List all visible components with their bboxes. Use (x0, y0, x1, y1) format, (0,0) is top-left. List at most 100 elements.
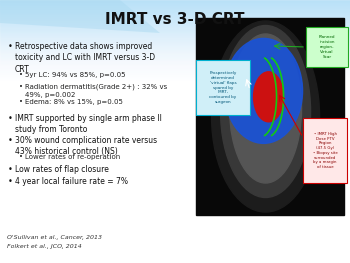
Bar (0, 32, 350, 33)
Bar (0, 21, 350, 22)
Bar (0, 25, 350, 26)
Bar (0, 0, 350, 1)
Bar (0, 62, 350, 63)
Bar (0, 71, 350, 72)
Bar (0, 1, 350, 2)
Bar (0, 6, 350, 7)
Text: Prospectively
determined
'virtual' flaps
spared by
IMRT,
contoured by
surgeon: Prospectively determined 'virtual' flaps… (209, 71, 237, 104)
Ellipse shape (225, 38, 302, 143)
Text: Retrospective data shows improved
toxicity and LC with IMRT versus 3-D
CRT: Retrospective data shows improved toxici… (15, 42, 155, 74)
FancyBboxPatch shape (303, 118, 347, 183)
Text: •: • (8, 177, 13, 186)
Text: •: • (8, 42, 13, 51)
Bar (0, 66, 350, 67)
Bar (0, 22, 350, 23)
Bar (0, 18, 350, 19)
Bar (0, 36, 350, 37)
Bar (0, 33, 350, 34)
Bar (0, 46, 350, 47)
Ellipse shape (253, 72, 284, 122)
Bar (0, 51, 350, 52)
Bar (0, 27, 350, 28)
Bar (0, 73, 350, 74)
Bar (0, 44, 350, 45)
Text: Low rates of flap closure: Low rates of flap closure (15, 165, 109, 174)
Bar (0, 15, 350, 16)
Bar (0, 60, 350, 61)
Bar (0, 47, 350, 48)
Ellipse shape (220, 26, 310, 198)
Text: 30% wound complication rate versus
43% historical control (NS): 30% wound complication rate versus 43% h… (15, 136, 157, 156)
Bar (0, 23, 350, 24)
Bar (0, 4, 350, 5)
Ellipse shape (211, 21, 320, 212)
Bar (0, 61, 350, 62)
Bar (0, 35, 350, 36)
Bar (0, 79, 350, 80)
Bar (0, 24, 350, 25)
Bar (0, 70, 350, 71)
Bar (0, 38, 350, 39)
Bar (0, 52, 350, 53)
Bar (0, 20, 350, 21)
Bar (0, 55, 350, 56)
Bar (0, 29, 350, 30)
Bar (0, 30, 350, 31)
Bar (0, 49, 350, 50)
Bar (0, 40, 350, 41)
Bar (0, 64, 350, 65)
Text: Lower rates of re-operation: Lower rates of re-operation (25, 154, 120, 160)
Text: IMRT vs 3-D CRT: IMRT vs 3-D CRT (105, 12, 245, 27)
Bar (0, 28, 350, 29)
Bar (0, 54, 350, 55)
Text: •: • (19, 154, 23, 160)
Text: •: • (19, 84, 23, 90)
Bar (0, 76, 350, 77)
Bar (0, 50, 350, 51)
Bar (0, 13, 350, 14)
PathPatch shape (0, 0, 160, 33)
Text: IMRT supported by single arm phase II
study from Toronto: IMRT supported by single arm phase II st… (15, 114, 162, 134)
Bar (0, 69, 350, 70)
Bar (0, 34, 350, 35)
Text: O'Sullivan et al., Cancer, 2013: O'Sullivan et al., Cancer, 2013 (7, 235, 102, 240)
Text: Edema: 8% vs 15%, p=0.05: Edema: 8% vs 15%, p=0.05 (25, 99, 123, 105)
Bar (0, 8, 350, 9)
Bar (0, 7, 350, 8)
Text: •: • (8, 136, 13, 145)
Bar (0, 42, 350, 43)
Bar (0, 43, 350, 44)
Text: 4 year local failure rate = 7%: 4 year local failure rate = 7% (15, 177, 128, 186)
Text: •: • (8, 114, 13, 123)
Bar (0, 68, 350, 69)
Bar (0, 57, 350, 58)
Text: Planned
incision
region-
Virtual
Scar: Planned incision region- Virtual Scar (319, 36, 335, 58)
Bar (0, 11, 350, 12)
Bar (0, 78, 350, 79)
Bar (0, 16, 350, 17)
Text: • IMRT High
Dose PTV
Region
(47.5 Gy)
• Biopsy site
surrounded
by a margin
of ti: • IMRT High Dose PTV Region (47.5 Gy) • … (313, 132, 337, 169)
Text: 5yr LC: 94% vs 85%, p=0.05: 5yr LC: 94% vs 85%, p=0.05 (25, 72, 126, 78)
Bar (0, 10, 350, 11)
FancyBboxPatch shape (196, 60, 250, 115)
Text: Folkert et al., JCO, 2014: Folkert et al., JCO, 2014 (7, 244, 82, 249)
Bar (0, 53, 350, 54)
Ellipse shape (230, 34, 302, 183)
Bar (0, 41, 350, 42)
Bar (0, 37, 350, 38)
Bar (0, 39, 350, 40)
Bar (0, 75, 350, 76)
Bar (196, 18, 344, 215)
Bar (0, 31, 350, 32)
Bar (0, 65, 350, 66)
Bar (0, 17, 350, 18)
Bar (0, 63, 350, 64)
Bar (0, 14, 350, 15)
Bar (0, 77, 350, 78)
Bar (0, 26, 350, 27)
Text: Radiation dermatitis(Grade 2+) : 32% vs
49%, p=0.002: Radiation dermatitis(Grade 2+) : 32% vs … (25, 84, 167, 98)
Bar (0, 12, 350, 13)
Bar (0, 59, 350, 60)
Bar (0, 19, 350, 20)
Bar (0, 48, 350, 49)
